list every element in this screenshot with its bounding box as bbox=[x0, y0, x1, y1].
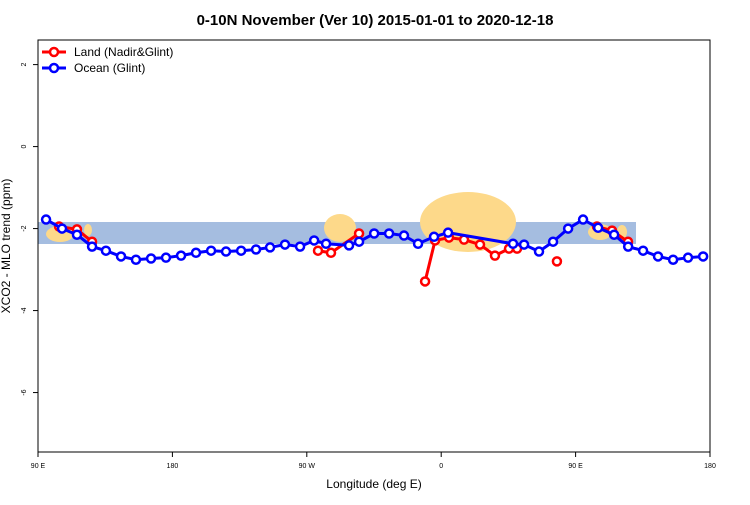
data-point bbox=[40, 214, 52, 225]
data-point bbox=[592, 222, 604, 234]
data-point bbox=[682, 252, 694, 263]
data-point bbox=[428, 231, 440, 243]
y-tick-label: 0 bbox=[21, 145, 28, 149]
data-point bbox=[518, 239, 530, 250]
map-band bbox=[38, 192, 636, 252]
plot-frame bbox=[37, 39, 711, 453]
data-point bbox=[175, 250, 187, 261]
data-point bbox=[71, 229, 83, 240]
data-point bbox=[442, 227, 454, 238]
data-point bbox=[667, 254, 679, 265]
data-point bbox=[622, 241, 634, 252]
x-tick-label: 90 E bbox=[31, 463, 46, 470]
data-point bbox=[190, 247, 202, 259]
data-point bbox=[412, 238, 424, 249]
data-point bbox=[697, 251, 709, 262]
data-point bbox=[115, 251, 127, 262]
data-point bbox=[474, 239, 486, 250]
data-point bbox=[312, 245, 324, 256]
x-tick-label: 180 bbox=[167, 463, 179, 470]
legend-label: Ocean (Glint) bbox=[74, 61, 145, 75]
data-point bbox=[235, 245, 247, 256]
legend-marker bbox=[48, 46, 60, 58]
x-axis-label: Longitude (deg E) bbox=[326, 477, 421, 491]
data-point bbox=[353, 228, 365, 239]
data-point bbox=[205, 245, 217, 256]
y-axis-label: XCO2 - MLO trend (ppm) bbox=[0, 179, 13, 314]
y-tick-label: -2 bbox=[21, 225, 28, 231]
y-tick-label: -4 bbox=[21, 307, 28, 313]
data-point bbox=[294, 241, 306, 252]
data-point bbox=[533, 246, 545, 257]
x-tick-label: 0 bbox=[439, 463, 443, 470]
y-tick-label: -6 bbox=[21, 389, 28, 395]
x-tick-label: 90 E bbox=[568, 463, 583, 470]
y-tick-label: 2 bbox=[21, 63, 28, 67]
data-point bbox=[368, 228, 380, 239]
data-point bbox=[577, 214, 589, 225]
data-point bbox=[507, 238, 519, 249]
data-point bbox=[250, 244, 262, 255]
data-point bbox=[652, 251, 664, 262]
data-point bbox=[220, 246, 232, 257]
data-point bbox=[279, 239, 291, 250]
data-point bbox=[353, 236, 365, 247]
data-point bbox=[608, 229, 620, 240]
data-point bbox=[383, 228, 395, 239]
data-point bbox=[56, 223, 68, 234]
x-tick-label: 180 bbox=[704, 463, 716, 470]
data-point bbox=[320, 238, 332, 249]
data-point bbox=[264, 242, 276, 253]
data-point bbox=[419, 276, 431, 287]
legend-marker bbox=[48, 62, 60, 74]
x-tick-label: 90 W bbox=[299, 463, 316, 470]
data-point bbox=[325, 247, 337, 259]
data-point bbox=[86, 241, 98, 252]
data-point bbox=[489, 250, 501, 261]
data-point bbox=[637, 245, 649, 256]
legend-label: Land (Nadir&Glint) bbox=[74, 45, 173, 59]
data-point bbox=[308, 235, 320, 246]
data-point bbox=[145, 253, 157, 264]
data-point bbox=[160, 252, 172, 263]
data-point bbox=[100, 245, 112, 256]
data-point bbox=[562, 223, 574, 234]
data-point bbox=[398, 230, 410, 241]
data-point bbox=[343, 240, 355, 251]
data-point bbox=[551, 256, 563, 267]
chart-title: 0-10N November (Ver 10) 2015-01-01 to 20… bbox=[197, 12, 554, 29]
data-point bbox=[547, 236, 559, 247]
data-point bbox=[130, 254, 142, 265]
